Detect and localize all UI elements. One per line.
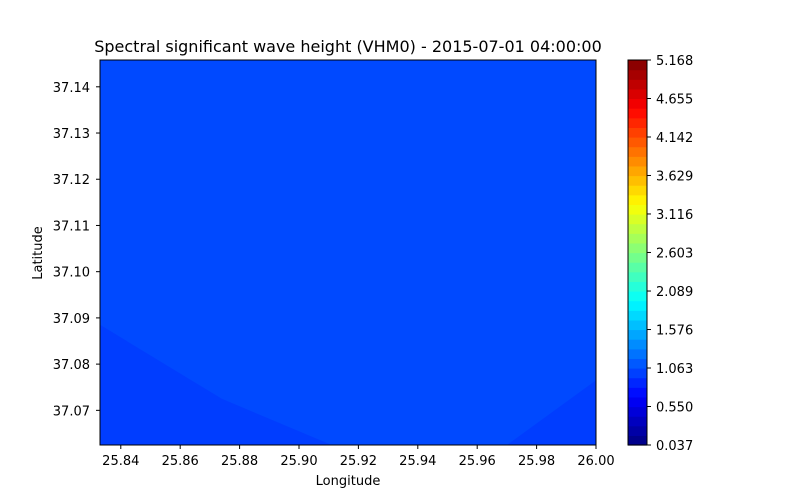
colorbar-segment <box>628 396 647 408</box>
colorbar-segment <box>628 146 647 157</box>
colorbar-segment <box>628 252 647 263</box>
colorbar-segment <box>628 165 647 177</box>
colorbar-segment <box>628 368 647 379</box>
x-tick-label: 25.94 <box>399 454 436 469</box>
colorbar-segment <box>628 117 647 128</box>
colorbar-segment <box>628 358 647 369</box>
colorbar-segment <box>628 300 647 311</box>
y-tick-label: 37.13 <box>53 127 90 142</box>
x-tick-label: 25.92 <box>340 454 377 469</box>
x-tick-label: 25.98 <box>518 454 555 469</box>
colorbar-ticks: 0.037 0.550 1.063 1.576 2.089 2.603 3.116 3.629… <box>647 54 693 454</box>
colorbar-segment <box>628 108 647 119</box>
colorbar-segment <box>628 204 647 215</box>
colorbar-segment <box>628 435 647 446</box>
colorbar-tick-label: 1.063 <box>656 362 693 377</box>
x-tick-label: 25.84 <box>102 454 139 469</box>
colorbar-tick-label: 0.550 <box>656 401 693 416</box>
colorbar-segment <box>628 319 647 331</box>
x-tick-label: 25.90 <box>280 454 317 469</box>
y-axis-label: Latitude <box>31 226 46 280</box>
colorbar-segment <box>628 79 647 90</box>
y-tick-label: 37.14 <box>53 81 90 96</box>
x-tick-label: 26.00 <box>577 454 614 469</box>
x-tick-label: 25.96 <box>459 454 496 469</box>
colorbar-segment <box>628 137 647 148</box>
x-axis: 25.84 25.86 25.88 25.90 25.92 25.94 25.96 25.98… <box>102 445 615 469</box>
colorbar-segment <box>628 214 647 225</box>
colorbar-tick-label: 4.655 <box>656 92 693 107</box>
colorbar-segment <box>628 98 647 109</box>
colorbar-tick-label: 1.576 <box>656 324 693 339</box>
colorbar-segment <box>628 271 647 282</box>
colorbar-tick-label: 0.037 <box>656 439 693 454</box>
colorbar-segment <box>628 262 647 273</box>
x-axis-label: Longitude <box>316 474 381 489</box>
colorbar-segment <box>628 185 647 196</box>
y-tick-label: 37.07 <box>53 404 90 419</box>
x-tick-label: 25.88 <box>221 454 258 469</box>
y-tick-label: 37.09 <box>53 312 90 327</box>
y-tick-label: 37.10 <box>53 266 90 281</box>
colorbar-segment <box>628 339 647 350</box>
colorbar-segment <box>628 425 647 436</box>
colorbar-tick-label: 4.142 <box>656 131 693 146</box>
x-tick-label: 25.86 <box>162 454 199 469</box>
colorbar-segment <box>628 156 647 167</box>
colorbar-segment <box>628 233 647 244</box>
contour-field-0 <box>100 60 596 445</box>
contour-field-1 <box>100 324 332 445</box>
colorbar-tick-label: 5.168 <box>656 54 693 69</box>
colorbar-segment <box>628 127 647 138</box>
colorbar-segment <box>628 406 647 417</box>
colorbar-segment <box>628 194 647 205</box>
colorbar-segment <box>628 291 647 302</box>
colorbar-segment <box>628 69 647 80</box>
colorbar-segment <box>628 387 647 398</box>
colorbar-segment <box>628 88 647 100</box>
plot-area <box>100 60 596 445</box>
colorbar-tick-label: 3.116 <box>656 208 693 223</box>
plot-frame <box>99 59 597 446</box>
colorbar-tick-label: 2.089 <box>656 285 693 300</box>
colorbar-segment <box>628 348 647 359</box>
colorbar-tick-label: 2.603 <box>656 246 693 261</box>
colorbar-segment <box>628 377 647 388</box>
contour-field-2 <box>506 380 596 445</box>
colorbar <box>627 59 648 446</box>
chart-title: Spectral significant wave height (VHM0) … <box>94 37 602 56</box>
colorbar-segment <box>628 310 647 321</box>
colorbar-tick-label: 3.629 <box>656 169 693 184</box>
colorbar-segment <box>628 281 647 292</box>
colorbar-segment <box>628 223 647 234</box>
colorbar-segment <box>628 416 647 427</box>
colorbar-segment <box>628 175 647 186</box>
colorbar-segment <box>628 242 647 254</box>
y-tick-label: 37.11 <box>53 219 90 234</box>
y-axis: 37.07 37.08 37.09 37.10 37.11 37.12 37.13 37.14 <box>53 81 100 419</box>
colorbar-segment <box>628 329 647 340</box>
y-tick-label: 37.08 <box>53 358 90 373</box>
y-tick-label: 37.12 <box>53 173 90 188</box>
colorbar-segment <box>628 60 647 71</box>
